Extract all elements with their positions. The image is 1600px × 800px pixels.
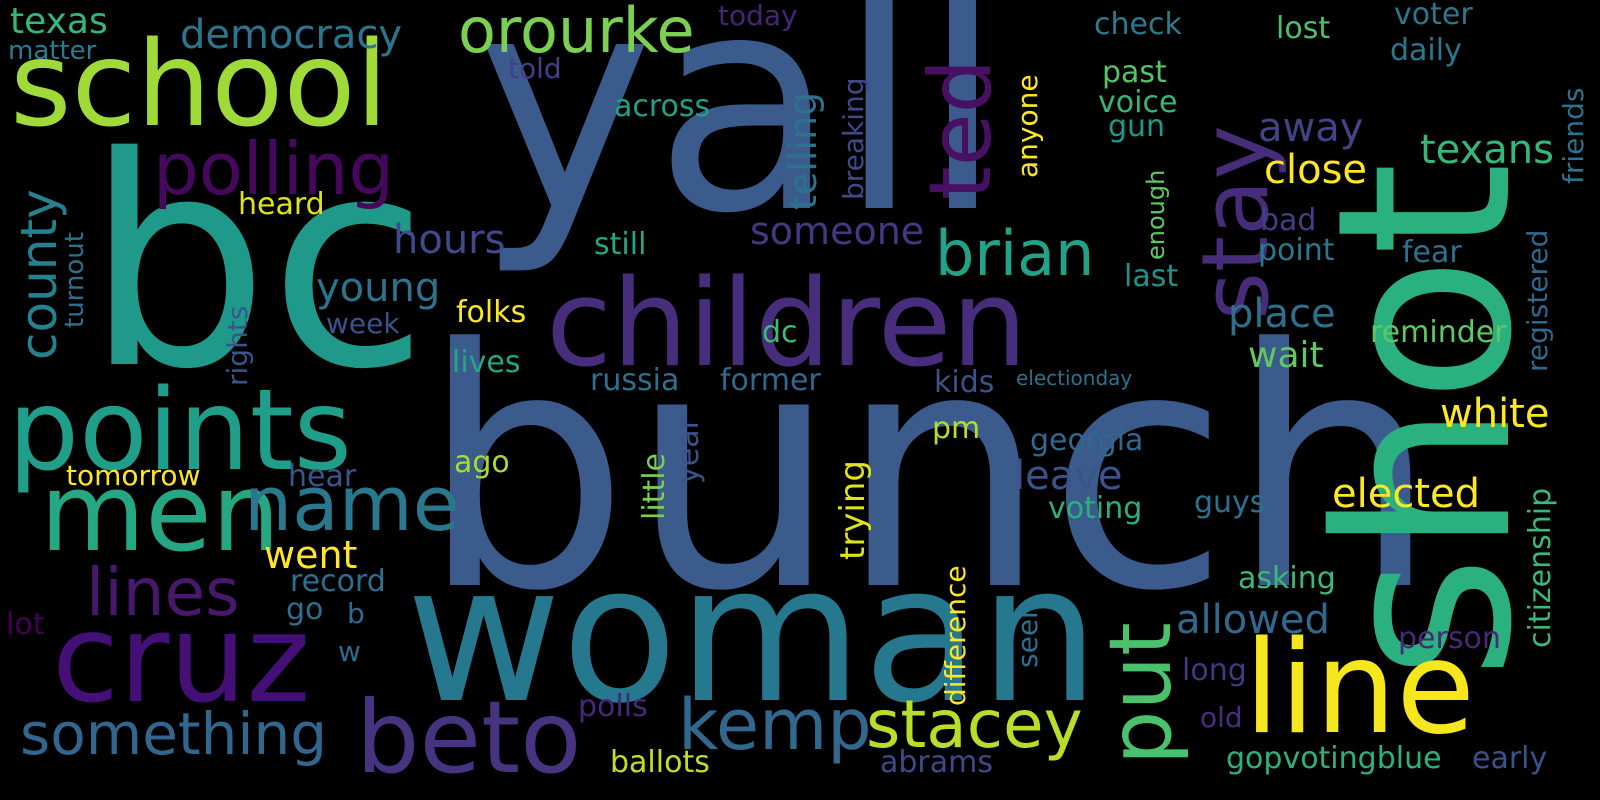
word-lives: lives xyxy=(452,345,521,380)
word-still: still xyxy=(594,227,647,262)
word-place: place xyxy=(1228,291,1336,337)
word-turnout: turnout xyxy=(60,232,90,328)
word-old: old xyxy=(1200,701,1243,734)
word-voting: voting xyxy=(1048,491,1143,526)
word-wait: wait xyxy=(1248,335,1324,376)
word-ballots: ballots xyxy=(610,745,710,780)
word-go: go xyxy=(286,592,324,627)
word-tomorrow: tomorrow xyxy=(66,459,201,492)
word-beto: beto xyxy=(356,679,582,796)
word-registered: registered xyxy=(1521,229,1554,372)
word-woman: woman xyxy=(406,524,1100,745)
word-yall: yall xyxy=(476,0,1005,279)
word-matter: matter xyxy=(8,36,97,66)
word-kids: kids xyxy=(934,365,995,400)
word-today: today xyxy=(718,0,798,32)
word-ted: ted xyxy=(911,58,1011,200)
word-year: year xyxy=(671,417,706,484)
word-gun: gun xyxy=(1108,109,1166,144)
word-guys: guys xyxy=(1194,485,1266,520)
word-away: away xyxy=(1258,105,1364,151)
word-leave: leave xyxy=(1014,453,1123,499)
word-daily: daily xyxy=(1390,33,1462,68)
word-young: young xyxy=(316,265,441,311)
word-cruz: cruz xyxy=(52,588,311,730)
word-lines: lines xyxy=(86,554,240,631)
word-past: past xyxy=(1102,55,1167,90)
word-folks: folks xyxy=(456,295,527,330)
word-texans: texans xyxy=(1420,127,1554,173)
word-something: something xyxy=(20,700,328,768)
word-kemp: kemp xyxy=(678,684,872,766)
word-someone: someone xyxy=(750,209,925,253)
word-went: went xyxy=(264,533,358,577)
word-polling: polling xyxy=(153,127,395,211)
word-pm: pm xyxy=(932,411,981,446)
word-telling: telling xyxy=(781,91,825,210)
word-w: w xyxy=(338,635,361,668)
word-former: former xyxy=(720,363,821,398)
word-russia: russia xyxy=(590,363,680,398)
word-week: week xyxy=(326,307,400,340)
word-stacey: stacey xyxy=(866,686,1083,763)
word-lost: lost xyxy=(1276,11,1331,46)
word-county: county xyxy=(10,189,68,360)
word-hear: hear xyxy=(288,459,357,494)
word-enough: enough xyxy=(1142,169,1170,260)
word-texas: texas xyxy=(10,1,108,42)
word-b: b xyxy=(347,597,365,630)
word-georgia: georgia xyxy=(1030,423,1144,458)
word-orourke: orourke xyxy=(458,0,695,67)
word-gopvotingblue: gopvotingblue xyxy=(1226,741,1442,776)
word-across: across xyxy=(614,89,711,124)
word-citizenship: citizenship xyxy=(1523,487,1558,648)
word-elected: elected xyxy=(1332,471,1481,517)
word-close: close xyxy=(1264,147,1368,193)
word-democracy: democracy xyxy=(180,12,403,58)
word-voter: voter xyxy=(1394,0,1473,32)
word-school: school xyxy=(10,15,389,153)
word-seen: seen xyxy=(1011,601,1044,668)
word-difference: difference xyxy=(939,565,972,706)
word-put: put xyxy=(1091,622,1191,765)
word-heard: heard xyxy=(238,187,325,222)
word-friends: friends xyxy=(1557,87,1590,184)
word-asking: asking xyxy=(1238,561,1336,596)
word-abrams: abrams xyxy=(880,745,993,780)
word-rights: rights xyxy=(221,305,254,386)
word-early: early xyxy=(1472,741,1548,776)
word-trying: trying xyxy=(833,459,873,560)
word-point: point xyxy=(1258,233,1335,268)
word-reminder: reminder xyxy=(1370,315,1507,350)
word-children: children xyxy=(546,255,1028,394)
word-allowed: allowed xyxy=(1176,597,1330,643)
word-anyone: anyone xyxy=(1011,74,1044,178)
word-electionday: electionday xyxy=(1016,366,1133,390)
word-breaking: breaking xyxy=(837,77,870,200)
word-lot: lot xyxy=(6,607,45,642)
word-bc: bc xyxy=(85,96,429,433)
word-hours: hours xyxy=(393,217,506,263)
word-brian: brian xyxy=(935,217,1095,290)
word-white: white xyxy=(1440,391,1550,437)
word-bunch: bunch xyxy=(420,279,1439,663)
word-long: long xyxy=(1182,653,1247,688)
word-line: line xyxy=(1244,614,1475,763)
word-person: person xyxy=(1398,621,1501,656)
word-last: last xyxy=(1124,259,1179,294)
word-name: name xyxy=(244,459,460,548)
word-polls: polls xyxy=(578,689,648,724)
word-voice: voice xyxy=(1098,85,1178,120)
word-told: told xyxy=(508,52,562,85)
word-fear: fear xyxy=(1402,235,1462,270)
word-ago: ago xyxy=(454,445,510,480)
word-record: record xyxy=(290,564,386,599)
word-men: men xyxy=(40,451,281,576)
word-bad: bad xyxy=(1260,203,1317,238)
word-check: check xyxy=(1094,7,1182,42)
word-little: little xyxy=(637,453,672,520)
word-dc: dc xyxy=(762,315,798,350)
word-points: points xyxy=(8,366,352,496)
